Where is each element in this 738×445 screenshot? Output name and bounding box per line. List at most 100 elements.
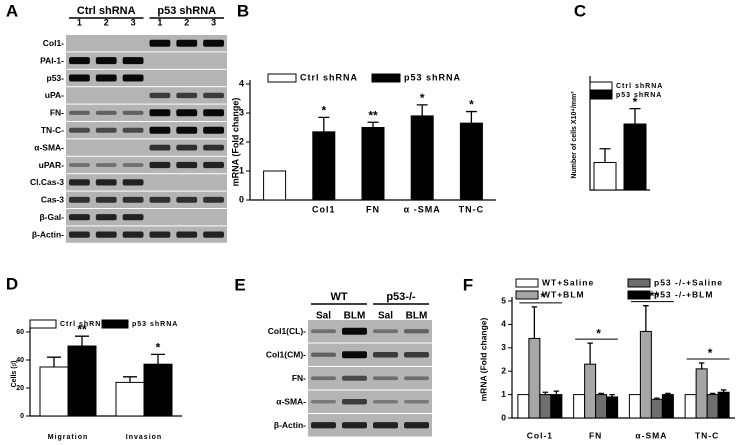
y-tick-label: 5 — [501, 295, 506, 305]
bar — [528, 337, 541, 419]
row-label: p53- — [47, 73, 65, 83]
band — [69, 74, 90, 82]
error-bar — [531, 306, 538, 339]
lane-label: Sal — [378, 311, 393, 322]
legend-label: p53 shRNA — [404, 72, 461, 82]
band — [373, 376, 398, 381]
y-tick-label: 3 — [239, 107, 244, 117]
blot-strip — [66, 52, 227, 69]
band — [149, 109, 171, 117]
band — [311, 400, 336, 404]
blot-strip — [66, 139, 227, 156]
row-label: Col1(CL)- — [268, 326, 306, 336]
legend-swatch — [29, 319, 57, 329]
bar — [639, 330, 652, 419]
error-bar — [599, 148, 611, 163]
x-tick-label: Invasion — [126, 434, 162, 441]
bar — [361, 127, 385, 201]
panel-label: D — [6, 274, 18, 293]
band — [342, 351, 367, 359]
bar — [706, 394, 719, 419]
bar — [115, 381, 145, 417]
band — [69, 196, 90, 203]
blot-strip — [66, 226, 227, 243]
y-tick-label: 4 — [239, 78, 244, 88]
bar — [550, 394, 563, 419]
row-label: uPA- — [45, 90, 64, 100]
band — [69, 231, 90, 238]
y-tick-label: 0 — [239, 194, 244, 204]
band — [404, 352, 429, 358]
error-bar — [416, 104, 428, 116]
y-tick-label: 0 — [20, 413, 24, 420]
band — [122, 196, 144, 203]
band — [342, 399, 367, 405]
legend-swatch — [101, 319, 129, 329]
band — [95, 231, 117, 238]
blot-strip — [66, 87, 227, 104]
bar — [410, 115, 434, 201]
band — [342, 327, 367, 335]
row-label: Cl.Cas-3 — [30, 177, 64, 187]
lane-label: BLM — [406, 311, 428, 322]
bar — [593, 162, 617, 191]
band — [311, 422, 336, 429]
x-tick-label: TN-C — [459, 204, 485, 214]
significance: * — [469, 98, 474, 112]
band — [69, 214, 90, 221]
error-bar — [318, 116, 330, 132]
y-tick-label: 0 — [501, 412, 506, 422]
band — [176, 144, 198, 151]
legend-swatch — [627, 278, 651, 288]
y-axis-label: Number of cells X10⁴/mm³ — [571, 91, 578, 179]
band — [203, 231, 224, 238]
band — [95, 214, 117, 221]
y-axis-label: mRNA (Fold change) — [230, 98, 240, 187]
band — [122, 74, 144, 82]
bar — [539, 394, 552, 419]
bar — [650, 398, 663, 419]
bar — [623, 123, 647, 191]
blot-strip — [66, 69, 227, 87]
row-label: α-SMA- — [276, 397, 306, 407]
band — [342, 422, 367, 429]
lane-label: BLM — [344, 311, 366, 322]
error-bar — [75, 335, 89, 346]
band — [373, 400, 398, 404]
bar — [717, 391, 730, 419]
band — [69, 57, 90, 65]
band — [373, 352, 398, 358]
x-tick-label: Migration — [48, 434, 89, 441]
lane-label: 2 — [104, 17, 109, 27]
blot-strip — [66, 174, 227, 191]
band — [95, 74, 117, 82]
legend-swatch — [267, 73, 297, 83]
x-tick-label: Col-1 — [527, 430, 553, 440]
blot-strip — [308, 320, 432, 343]
bar — [661, 394, 674, 419]
y-tick-label: 2 — [239, 136, 244, 146]
band — [311, 376, 336, 381]
legend-label: Ctrl shRNA — [616, 83, 663, 90]
blot-strip — [66, 35, 227, 52]
band — [203, 126, 224, 134]
band — [404, 329, 429, 334]
x-tick-label: FN — [589, 430, 602, 440]
bar — [695, 368, 708, 419]
significance: * — [540, 290, 545, 304]
significance: * — [156, 341, 161, 355]
lane-label: 2 — [184, 17, 189, 27]
band — [149, 144, 171, 151]
band — [122, 179, 144, 186]
band — [69, 163, 90, 167]
band — [122, 163, 144, 167]
band — [203, 196, 224, 203]
band — [122, 110, 144, 115]
legend-label: p53 shRNA — [132, 321, 178, 328]
band — [95, 110, 117, 115]
significance: * — [596, 326, 601, 340]
band — [95, 57, 117, 65]
panel-label: F — [463, 275, 473, 294]
bar — [628, 394, 641, 419]
band — [149, 126, 171, 134]
